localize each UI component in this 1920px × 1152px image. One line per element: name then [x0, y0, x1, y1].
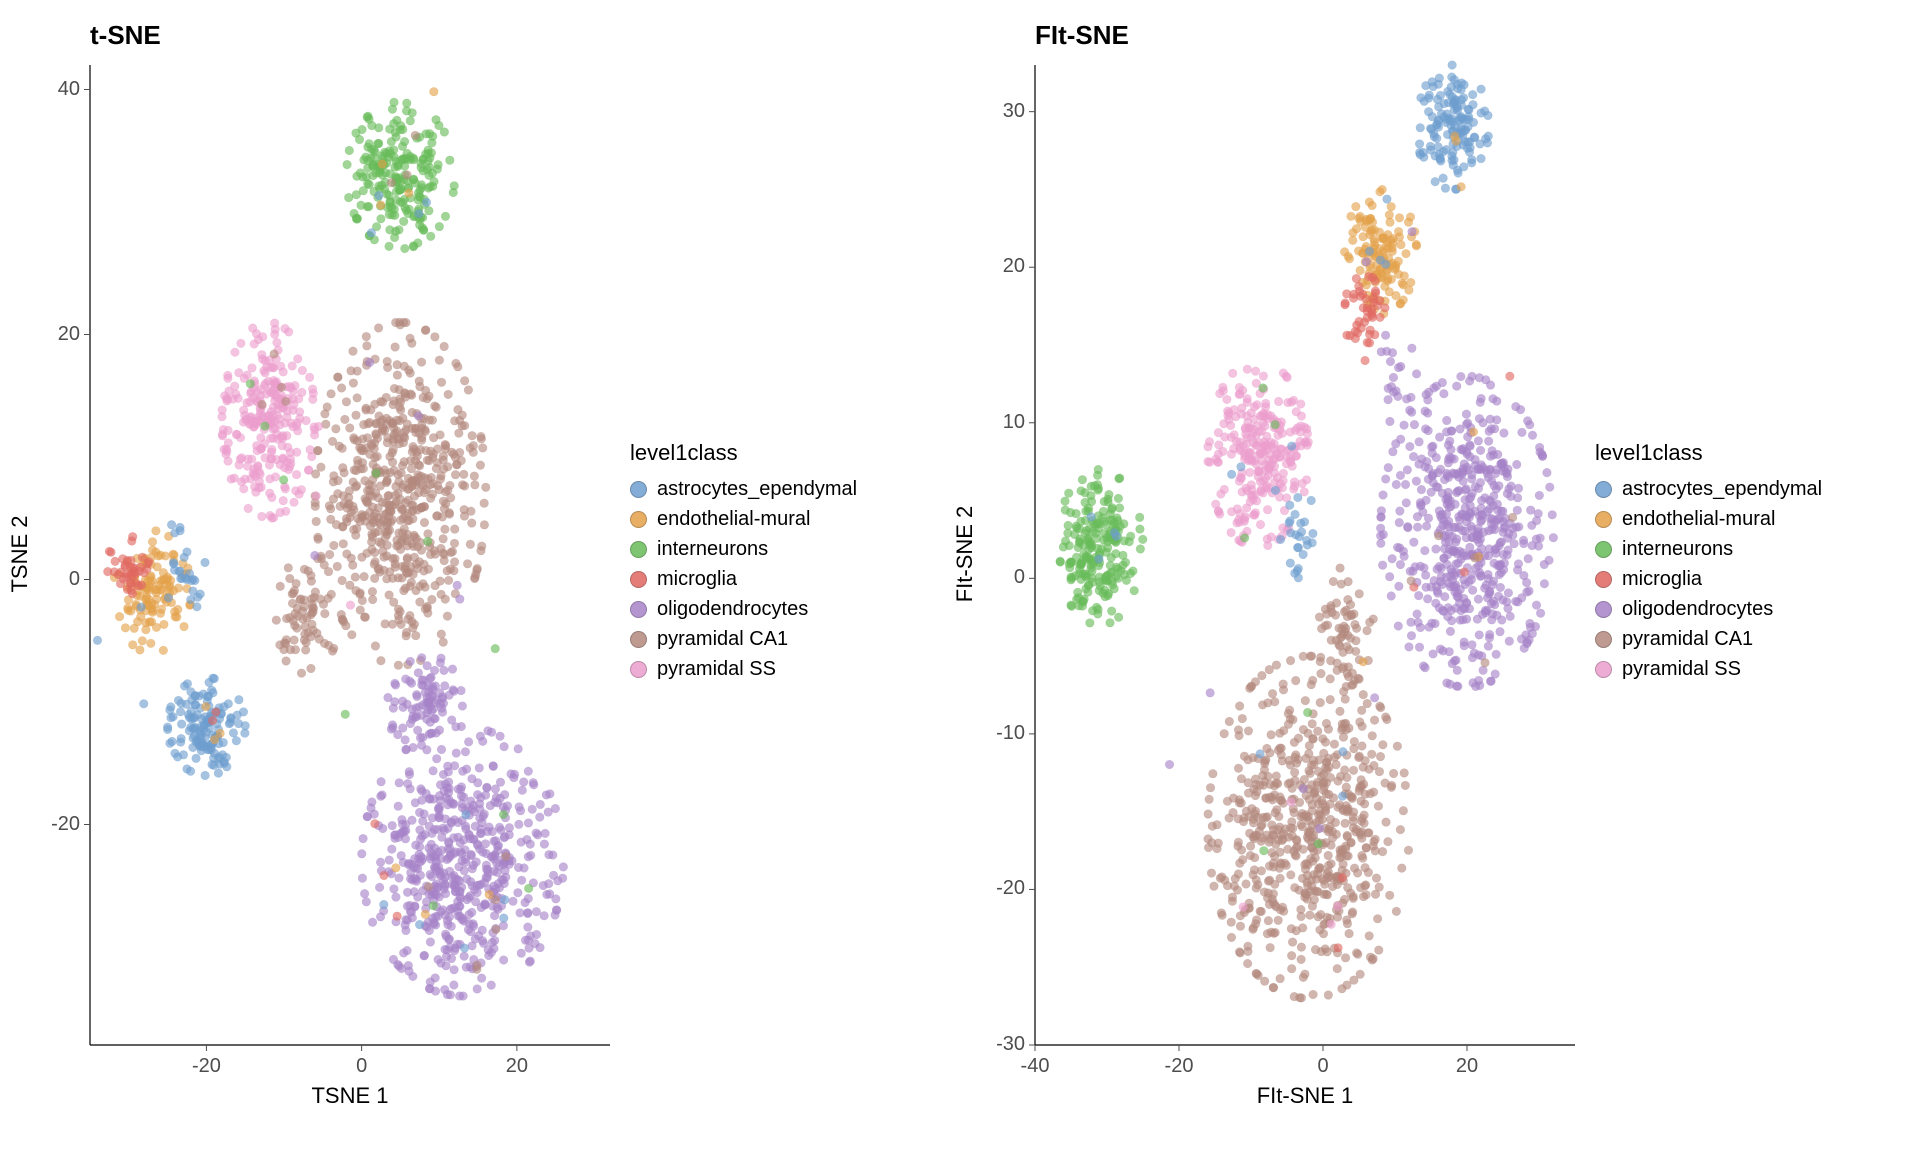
legend-swatch	[630, 511, 647, 528]
legend-swatch	[630, 601, 647, 618]
ytick-label: 20	[980, 255, 1025, 278]
legend-label: astrocytes_ependymal	[1622, 478, 1822, 501]
legend-swatch	[1595, 541, 1612, 558]
xlabel-tsne: TSNE 1	[270, 1083, 430, 1109]
legend-label: pyramidal CA1	[1622, 628, 1753, 651]
legend-label: endothelial-mural	[657, 508, 810, 531]
ytick-label: 20	[35, 323, 80, 346]
legend-title: level1class	[630, 440, 857, 466]
legend-item: oligodendrocytes	[630, 594, 857, 624]
legend-item: pyramidal SS	[630, 654, 857, 684]
xlabel-fitsne: FIt-SNE 1	[1225, 1083, 1385, 1109]
legend-swatch	[1595, 571, 1612, 588]
legend-item: endothelial-mural	[1595, 504, 1822, 534]
legend-swatch	[1595, 481, 1612, 498]
xtick-label: -20	[1159, 1055, 1199, 1078]
ytick-label: 10	[980, 411, 1025, 434]
xtick-label: 20	[1447, 1055, 1487, 1078]
ylabel-fitsne: FIt-SNE 2	[952, 474, 978, 634]
legend-label: microglia	[1622, 568, 1702, 591]
legend-tsne: level1class astrocytes_ependymal endotheli…	[630, 440, 857, 684]
legend-item: endothelial-mural	[630, 504, 857, 534]
xtick-label: 0	[342, 1055, 382, 1078]
legend-swatch	[630, 661, 647, 678]
legend-item: astrocytes_ependymal	[1595, 474, 1822, 504]
ytick-label: -30	[980, 1033, 1025, 1056]
xtick-label: 20	[497, 1055, 537, 1078]
legend-label: interneurons	[657, 538, 768, 561]
legend-label: microglia	[657, 568, 737, 591]
legend-item: interneurons	[630, 534, 857, 564]
legend-fitsne: level1class astrocytes_ependymal endotheli…	[1595, 440, 1822, 684]
legend-swatch	[1595, 661, 1612, 678]
legend-item: pyramidal CA1	[630, 624, 857, 654]
legend-swatch	[630, 541, 647, 558]
ytick-label: -10	[980, 722, 1025, 745]
legend-swatch	[630, 631, 647, 648]
legend-item: pyramidal SS	[1595, 654, 1822, 684]
ytick-label: 30	[980, 100, 1025, 123]
legend-swatch	[630, 571, 647, 588]
xtick-label: -40	[1015, 1055, 1055, 1078]
ytick-label: -20	[35, 813, 80, 836]
legend-item: astrocytes_ependymal	[630, 474, 857, 504]
legend-item: pyramidal CA1	[1595, 624, 1822, 654]
legend-item: microglia	[1595, 564, 1822, 594]
legend-label: pyramidal SS	[1622, 658, 1741, 681]
figure: t-SNE-20020-2002040TSNE 1TSNE 2level1cla…	[0, 0, 1920, 1152]
legend-label: pyramidal SS	[657, 658, 776, 681]
legend-label: endothelial-mural	[1622, 508, 1775, 531]
xtick-label: 0	[1303, 1055, 1343, 1078]
plot-tsne	[70, 45, 630, 1065]
ytick-label: 0	[35, 568, 80, 591]
legend-label: oligodendrocytes	[1622, 598, 1773, 621]
legend-title: level1class	[1595, 440, 1822, 466]
legend-item: oligodendrocytes	[1595, 594, 1822, 624]
points-fitsne	[1056, 61, 1558, 1002]
xtick-label: -20	[186, 1055, 226, 1078]
legend-swatch	[1595, 511, 1612, 528]
ylabel-tsne: TSNE 2	[7, 474, 33, 634]
legend-item: interneurons	[1595, 534, 1822, 564]
legend-label: astrocytes_ependymal	[657, 478, 857, 501]
ytick-label: 40	[35, 78, 80, 101]
plot-fitsne	[1015, 45, 1595, 1065]
legend-swatch	[1595, 631, 1612, 648]
ytick-label: -20	[980, 877, 1025, 900]
legend-label: pyramidal CA1	[657, 628, 788, 651]
legend-item: microglia	[630, 564, 857, 594]
points-tsne	[93, 87, 567, 1000]
legend-label: interneurons	[1622, 538, 1733, 561]
legend-label: oligodendrocytes	[657, 598, 808, 621]
legend-swatch	[630, 481, 647, 498]
legend-swatch	[1595, 601, 1612, 618]
ytick-label: 0	[980, 566, 1025, 589]
